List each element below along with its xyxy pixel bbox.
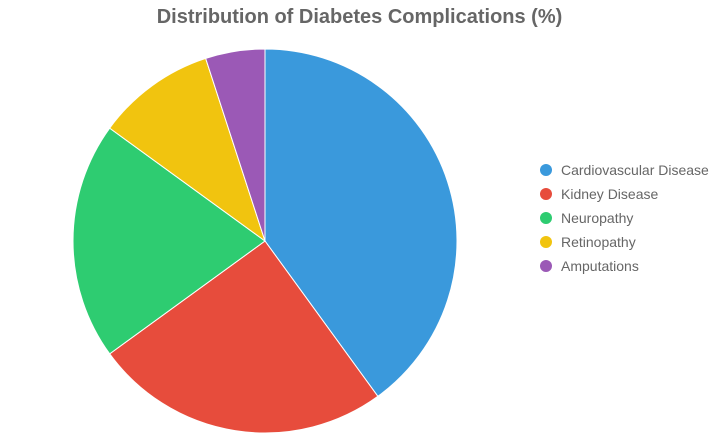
legend-item-cardiovascular-disease[interactable]: Cardiovascular Disease [540, 158, 709, 182]
pie-slice-retinopathy[interactable] [108, 57, 266, 243]
legend-swatch [540, 236, 552, 248]
legend-label: Amputations [561, 258, 639, 274]
legend-swatch [540, 260, 552, 272]
chart-legend: Cardiovascular Disease Kidney Disease Neur… [540, 158, 709, 278]
pie-slice-neuropathy[interactable] [72, 127, 266, 355]
legend-label: Kidney Disease [561, 186, 659, 202]
chart-title: Distribution of Diabetes Complications (… [156, 6, 563, 28]
pie-slice-cardiovascular-disease[interactable] [264, 48, 458, 398]
legend-item-retinopathy[interactable]: Retinopathy [540, 230, 709, 254]
legend-item-neuropathy[interactable]: Neuropathy [540, 206, 709, 230]
legend-item-kidney-disease[interactable]: Kidney Disease [540, 182, 709, 206]
legend-swatch [540, 164, 552, 176]
legend-swatch [540, 188, 552, 200]
legend-label: Retinopathy [561, 234, 636, 250]
legend-label: Neuropathy [561, 210, 634, 226]
legend-label: Cardiovascular Disease [561, 162, 709, 178]
legend-swatch [540, 212, 552, 224]
pie-slice-amputations[interactable] [205, 48, 266, 242]
pie-slice-kidney-disease[interactable] [108, 240, 379, 433]
legend-item-amputations[interactable]: Amputations [540, 254, 709, 278]
